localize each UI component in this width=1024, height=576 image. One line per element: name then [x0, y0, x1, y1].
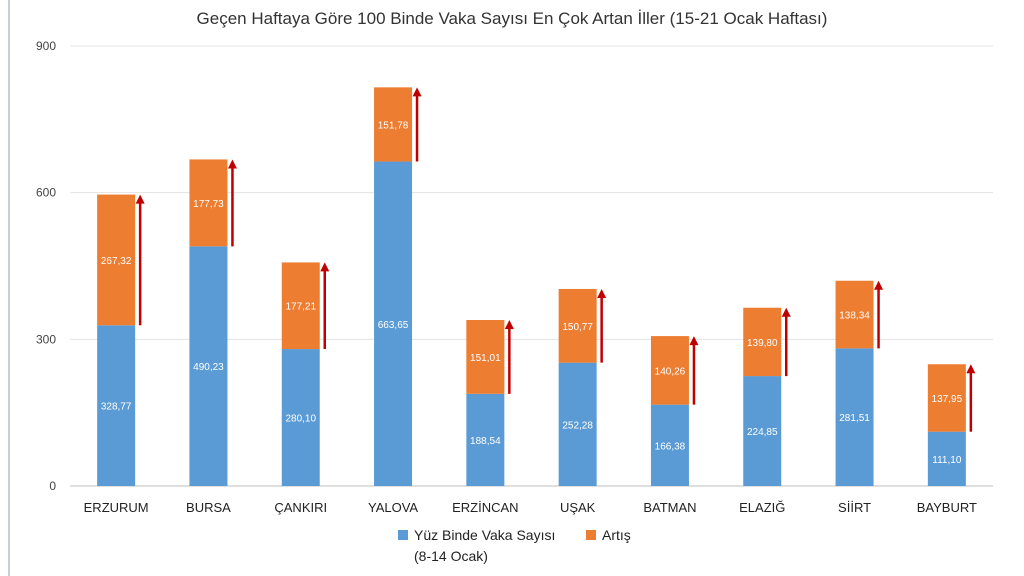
data-label-increase: 177,21 [285, 302, 316, 313]
bar-increase [927, 364, 966, 432]
y-tick-label: 300 [36, 332, 56, 346]
data-label-increase: 267,32 [101, 256, 132, 267]
x-tick-label: YALOVA [368, 500, 418, 515]
x-tick-label: ELAZIĞ [739, 500, 785, 515]
bar-increase [835, 280, 874, 349]
x-tick-label: SİİRT [838, 500, 871, 515]
bar-base [374, 161, 413, 486]
bar-base [281, 349, 320, 486]
x-tick-label: ÇANKIRI [274, 500, 327, 515]
y-tick-label: 900 [36, 39, 56, 53]
data-label-base: 111,10 [932, 455, 962, 466]
increase-arrow-head [504, 319, 514, 329]
bar-increase [558, 288, 597, 363]
data-label-increase: 138,34 [839, 311, 870, 322]
left-edge-rule [8, 0, 10, 576]
increase-arrow-head [227, 159, 237, 169]
increase-arrow-head [966, 364, 976, 374]
data-label-increase: 151,01 [470, 353, 501, 364]
legend-entry-base: Yüz Binde Vaka Sayısı [414, 527, 555, 543]
x-axis-ticks: ERZURUM BURSA ÇANKIRI YALOVA ERZİNCAN UŞAK BAT… [84, 500, 977, 515]
data-label-increase: 137,95 [932, 394, 963, 405]
increase-arrow-head [320, 262, 330, 272]
x-tick-label: ERZİNCAN [452, 500, 518, 515]
bar-base [743, 376, 782, 486]
data-label-base: 490,23 [193, 362, 224, 373]
increase-arrow-head [689, 336, 699, 346]
increase-arrow-head [135, 194, 145, 204]
x-tick-label: BAYBURT [917, 500, 977, 515]
data-label-increase: 140,26 [655, 366, 686, 377]
bars: 328,77 267,32 490,23 177,73 280,10 177,21 663,… [97, 87, 976, 486]
data-label-increase: 151,78 [378, 120, 409, 131]
increase-arrow-head [412, 87, 422, 97]
bar-base [466, 393, 505, 486]
y-axis-ticks: 0 300 600 900 [36, 39, 56, 493]
data-label-base: 252,28 [562, 420, 593, 431]
bar-increase [189, 159, 228, 247]
x-tick-label: ERZURUM [84, 500, 149, 515]
x-tick-label: BURSA [186, 500, 231, 515]
data-label-increase: 150,77 [562, 322, 593, 333]
x-tick-label: UŞAK [560, 500, 596, 515]
data-label-base: 224,85 [747, 427, 778, 438]
data-label-increase: 177,73 [193, 199, 224, 210]
bar-base [558, 362, 597, 486]
legend-entry-increase: Artış [602, 527, 631, 543]
bar-increase [374, 87, 413, 162]
legend-swatch-base [398, 530, 408, 540]
legend: Yüz Binde Vaka Sayısı (8-14 Ocak) Artış [398, 527, 631, 564]
bar-base [650, 404, 689, 486]
data-label-increase: 139,80 [747, 338, 778, 349]
bar-increase [466, 319, 505, 394]
data-label-base: 281,51 [839, 413, 870, 424]
bar-increase [97, 194, 136, 326]
legend-entry-base-period: (8-14 Ocak) [414, 548, 488, 564]
bar-increase [650, 336, 689, 405]
data-label-base: 663,65 [378, 320, 409, 331]
data-label-base: 166,38 [655, 441, 686, 452]
bar-base [189, 246, 228, 486]
bar-base [97, 325, 136, 486]
data-label-base: 280,10 [285, 414, 316, 425]
increase-arrow-head [781, 307, 791, 317]
data-label-base: 328,77 [101, 402, 132, 413]
chart-title: Geçen Haftaya Göre 100 Binde Vaka Sayısı… [197, 9, 828, 28]
increase-arrow-head [597, 288, 607, 298]
increase-arrow-head [874, 280, 884, 290]
data-label-base: 188,54 [470, 436, 501, 447]
bar-increase [281, 262, 320, 350]
bar-base [835, 348, 874, 486]
bar-increase [743, 307, 782, 377]
x-tick-label: BATMAN [643, 500, 696, 515]
legend-swatch-increase [586, 530, 596, 540]
y-tick-label: 0 [49, 479, 56, 493]
y-tick-label: 600 [36, 186, 56, 200]
bar-base [927, 431, 966, 486]
